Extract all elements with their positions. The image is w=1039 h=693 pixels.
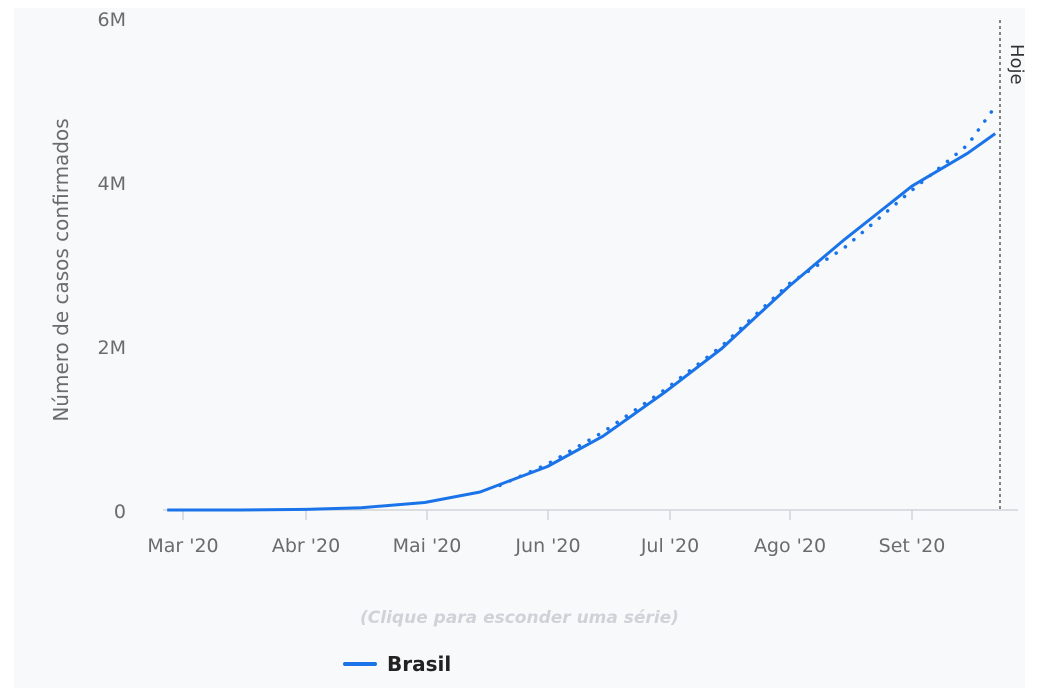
legend-item-brasil[interactable]: Brasil bbox=[343, 652, 451, 676]
y-tick-label: 2M bbox=[98, 337, 126, 359]
legend-label: Brasil bbox=[387, 652, 452, 676]
series-line-brasil bbox=[167, 132, 997, 512]
x-tick-label: Abr '20 bbox=[272, 535, 340, 557]
x-tick-label: Mai '20 bbox=[393, 535, 462, 557]
y-axis-title: Número de casos confirmados bbox=[49, 118, 73, 421]
legend-swatch bbox=[343, 662, 377, 666]
series-dotted-line bbox=[498, 104, 997, 488]
y-tick-label: 6M bbox=[98, 9, 126, 31]
x-tick-label: Jun '20 bbox=[514, 535, 580, 557]
x-tick-label: Ago '20 bbox=[754, 535, 826, 557]
y-tick-label: 4M bbox=[98, 173, 126, 195]
y-tick-label: 0 bbox=[114, 501, 126, 523]
hide-series-hint: (Clique para esconder uma série) bbox=[360, 608, 679, 628]
chart-panel bbox=[14, 8, 1025, 688]
x-tick-label: Set '20 bbox=[879, 535, 946, 557]
today-marker-label: Hoje bbox=[1006, 44, 1027, 85]
x-tick-label: Jul '20 bbox=[640, 535, 699, 557]
x-tick-label: Mar '20 bbox=[147, 535, 218, 557]
